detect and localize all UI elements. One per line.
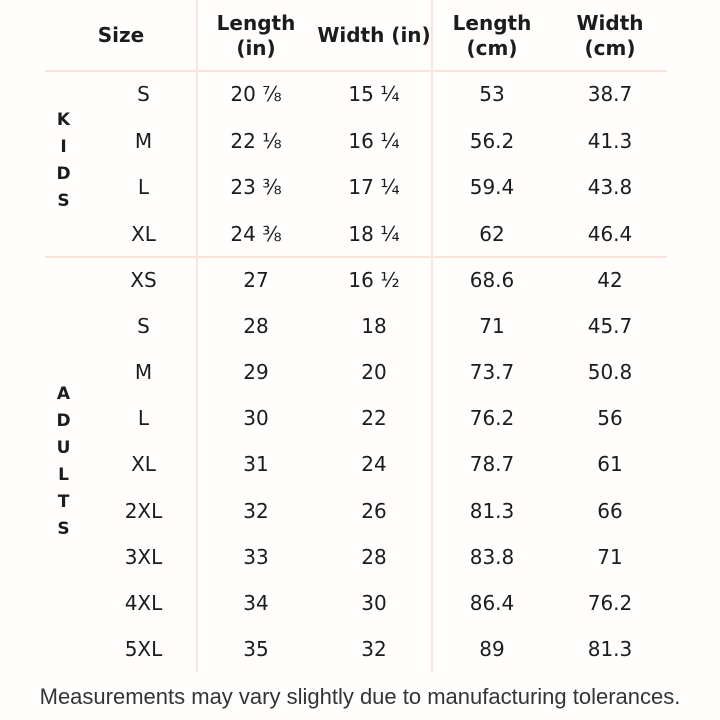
size-cell: S	[137, 82, 150, 107]
table-row: S 20 ⅞ 15 ¼ 53 38.7	[0, 71, 720, 118]
table-row: XL 24 ⅜ 18 ¼ 62 46.4	[0, 211, 720, 258]
length-in-cell: 20 ⅞	[230, 82, 282, 107]
kids-section: KIDS S 20 ⅞ 15 ¼ 53 38.7 M 22 ⅛ 16 ¼ 56.…	[0, 71, 720, 257]
length-in-cell: 28	[243, 314, 269, 339]
table-row: 5XL 35 32 89 81.3	[0, 626, 720, 672]
header-width-cm: Width (cm)	[576, 10, 644, 60]
width-cm-cell: 43.8	[587, 175, 633, 200]
kids-group-label-wrap: KIDS	[21, 71, 105, 257]
column-divider-right	[431, 0, 433, 672]
table-row: 2XL 32 26 81.3 66	[0, 487, 720, 533]
width-in-cell: 17 ¼	[348, 175, 400, 200]
table-row: L 30 22 76.2 56	[0, 395, 720, 441]
length-in-cell: 22 ⅛	[230, 128, 282, 153]
width-in-cell: 26	[361, 498, 387, 523]
table-row: 4XL 34 30 86.4 76.2	[0, 580, 720, 626]
length-in-cell: 34	[243, 590, 269, 615]
length-in-cell: 27	[243, 268, 269, 293]
table-row: M 29 20 73.7 50.8	[0, 349, 720, 395]
width-in-cell: 30	[361, 590, 387, 615]
length-cm-cell: 83.8	[469, 544, 515, 569]
length-in-cell: 31	[243, 452, 269, 477]
size-cell: 5XL	[124, 636, 163, 661]
length-cm-cell: 56.2	[469, 128, 515, 153]
width-cm-cell: 45.7	[587, 314, 633, 339]
header-divider	[45, 70, 667, 72]
table-row: XL 31 24 78.7 61	[0, 441, 720, 487]
header-length-cm: Length (cm)	[452, 10, 532, 60]
table-row: 3XL 33 28 83.8 71	[0, 534, 720, 580]
kids-group-label: KIDS	[53, 110, 74, 218]
length-cm-cell: 68.6	[469, 268, 515, 293]
table-header-row: Size Length (in) Width (in) Length (cm) …	[0, 0, 720, 71]
width-cm-cell: 50.8	[587, 360, 633, 385]
size-cell: L	[137, 175, 150, 200]
length-cm-cell: 76.2	[469, 406, 515, 431]
adults-group-label: ADULTS	[53, 383, 74, 546]
width-in-cell: 16 ¼	[348, 128, 400, 153]
size-cell: XS	[130, 268, 157, 293]
column-divider-left	[196, 0, 198, 672]
width-cm-cell: 71	[597, 544, 623, 569]
length-in-cell: 24 ⅜	[230, 221, 282, 246]
size-cell: XL	[131, 221, 156, 246]
size-cell: 2XL	[124, 498, 163, 523]
width-in-cell: 18 ¼	[348, 221, 400, 246]
length-in-cell: 30	[243, 406, 269, 431]
width-cm-cell: 81.3	[587, 636, 633, 661]
length-in-cell: 33	[243, 544, 269, 569]
width-cm-cell: 76.2	[587, 590, 633, 615]
length-cm-cell: 81.3	[469, 498, 515, 523]
width-in-cell: 24	[361, 452, 387, 477]
table-row: XS 27 16 ½ 68.6 42	[0, 257, 720, 303]
size-cell: M	[134, 360, 153, 385]
length-cm-cell: 73.7	[469, 360, 515, 385]
width-in-cell: 32	[361, 636, 387, 661]
header-width-in: Width (in)	[317, 23, 431, 47]
width-in-cell: 20	[361, 360, 387, 385]
length-cm-cell: 89	[479, 636, 505, 661]
length-cm-cell: 78.7	[469, 452, 515, 477]
width-in-cell: 22	[361, 406, 387, 431]
length-cm-cell: 59.4	[469, 175, 515, 200]
table-row: M 22 ⅛ 16 ¼ 56.2 41.3	[0, 118, 720, 165]
header-size: Size	[97, 23, 145, 47]
width-in-cell: 15 ¼	[348, 82, 400, 107]
size-cell: L	[137, 406, 150, 431]
adults-section: ADULTS XS 27 16 ½ 68.6 42 S 28 18 71 45.…	[0, 257, 720, 672]
width-in-cell: 16 ½	[348, 268, 400, 293]
width-in-cell: 28	[361, 544, 387, 569]
length-in-cell: 35	[243, 636, 269, 661]
length-in-cell: 23 ⅜	[230, 175, 282, 200]
length-cm-cell: 71	[479, 314, 505, 339]
width-cm-cell: 42	[597, 268, 623, 293]
size-cell: 3XL	[124, 544, 163, 569]
length-in-cell: 29	[243, 360, 269, 385]
length-cm-cell: 62	[479, 221, 505, 246]
length-cm-cell: 53	[479, 82, 505, 107]
width-cm-cell: 46.4	[587, 221, 633, 246]
table-row: S 28 18 71 45.7	[0, 303, 720, 349]
header-length-in: Length (in)	[216, 10, 296, 60]
size-cell: M	[134, 128, 153, 153]
length-cm-cell: 86.4	[469, 590, 515, 615]
width-cm-cell: 38.7	[587, 82, 633, 107]
width-cm-cell: 56	[597, 406, 623, 431]
width-cm-cell: 61	[597, 452, 623, 477]
length-in-cell: 32	[243, 498, 269, 523]
size-cell: 4XL	[124, 590, 163, 615]
kids-adults-divider	[45, 256, 667, 258]
tolerance-note: Measurements may vary slightly due to ma…	[39, 684, 681, 709]
size-cell: S	[137, 314, 150, 339]
adults-group-label-wrap: ADULTS	[21, 257, 105, 672]
size-cell: XL	[131, 452, 156, 477]
width-cm-cell: 66	[597, 498, 623, 523]
width-in-cell: 18	[361, 314, 387, 339]
table-row: L 23 ⅜ 17 ¼ 59.4 43.8	[0, 164, 720, 211]
width-cm-cell: 41.3	[587, 128, 633, 153]
